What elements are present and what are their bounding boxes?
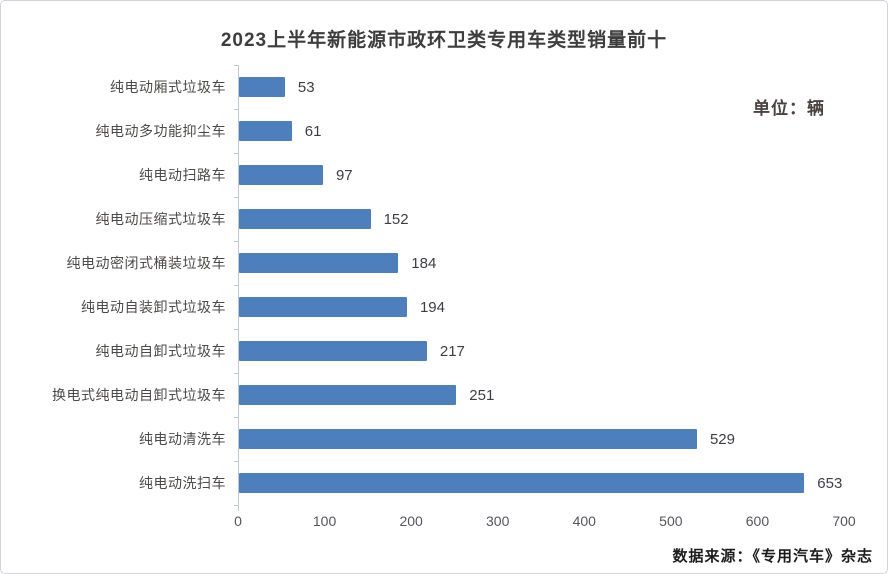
- bar: [239, 429, 697, 449]
- x-tick-label: 0: [234, 513, 242, 529]
- value-label: 251: [469, 386, 495, 404]
- axis-tick: [234, 197, 239, 198]
- bar: [239, 121, 292, 141]
- value-label: 194: [419, 298, 445, 316]
- unit-label: 单位：辆: [753, 99, 825, 118]
- bar: [239, 77, 285, 97]
- x-tick-label: 300: [486, 513, 510, 529]
- category-label: 纯电动厢式垃圾车: [110, 79, 226, 95]
- bar-row: 152: [239, 197, 845, 241]
- plot-area: 53 61 97 152 184 194 217 251 529 653: [234, 65, 845, 511]
- bar-row: 194: [239, 285, 845, 329]
- bar: [239, 165, 323, 185]
- x-axis: 0 100 200 300 400 500 600 700: [234, 513, 856, 537]
- bar: [239, 341, 427, 361]
- category-label: 纯电动多功能抑尘车: [95, 123, 226, 139]
- category-label: 纯电动自卸式垃圾车: [95, 343, 226, 359]
- value-label: 53: [297, 78, 315, 96]
- bar-row: 53: [239, 65, 845, 109]
- category-label: 换电式纯电动自卸式垃圾车: [52, 387, 226, 403]
- bar-chart: 纯电动厢式垃圾车纯电动多功能抑尘车纯电动扫路车纯电动压缩式垃圾车纯电动密闭式桶装…: [16, 65, 845, 511]
- category-label: 纯电动清洗车: [139, 431, 226, 447]
- bar: [239, 209, 371, 229]
- bar-row: 251: [239, 373, 845, 417]
- axis-tick: [234, 65, 239, 66]
- axis-tick: [234, 109, 239, 110]
- value-label: 97: [335, 166, 353, 184]
- axis-tick: [234, 417, 239, 418]
- x-tick-label: 200: [399, 513, 423, 529]
- x-tick-label: 500: [659, 513, 683, 529]
- bar-row: 97: [239, 153, 845, 197]
- value-label: 217: [439, 342, 465, 360]
- category-axis: 纯电动厢式垃圾车纯电动多功能抑尘车纯电动扫路车纯电动压缩式垃圾车纯电动密闭式桶装…: [16, 65, 238, 505]
- bar: [239, 473, 805, 493]
- source-label: 数据来源：《专用汽车》杂志: [672, 548, 873, 565]
- axis-tick: [234, 505, 239, 506]
- category-label: 纯电动压缩式垃圾车: [95, 211, 226, 227]
- value-label: 184: [411, 254, 437, 272]
- axis-tick: [234, 329, 239, 330]
- bar-row: 653: [239, 461, 845, 505]
- category-label: 纯电动自装卸式垃圾车: [81, 299, 226, 315]
- category-label: 纯电动洗扫车: [139, 475, 226, 491]
- value-label: 529: [709, 430, 735, 448]
- x-tick-label: 400: [572, 513, 596, 529]
- value-label: 61: [304, 122, 322, 140]
- x-tick-label: 600: [745, 513, 770, 529]
- bar-row: 184: [239, 241, 845, 285]
- axis-tick: [234, 461, 239, 462]
- category-label: 纯电动密闭式桶装垃圾车: [66, 255, 226, 271]
- bar-row: 61: [239, 109, 845, 153]
- axis-tick: [234, 153, 239, 154]
- axis-tick: [234, 373, 239, 374]
- axis-tick: [234, 241, 239, 242]
- bar-row: 217: [239, 329, 845, 373]
- chart-title: 2023上半年新能源市政环卫类专用车类型销量前十: [220, 30, 668, 51]
- value-label: 653: [817, 474, 843, 492]
- axis-tick: [234, 285, 239, 286]
- x-tick-label: 100: [312, 513, 337, 529]
- bar: [239, 297, 407, 317]
- bar-row: 529: [239, 417, 845, 461]
- x-tick-label: 700: [832, 513, 856, 529]
- bar: [239, 253, 399, 273]
- category-label: 纯电动扫路车: [139, 167, 226, 183]
- value-label: 152: [383, 210, 409, 228]
- axis-tick: [238, 505, 239, 511]
- bar: [239, 385, 457, 405]
